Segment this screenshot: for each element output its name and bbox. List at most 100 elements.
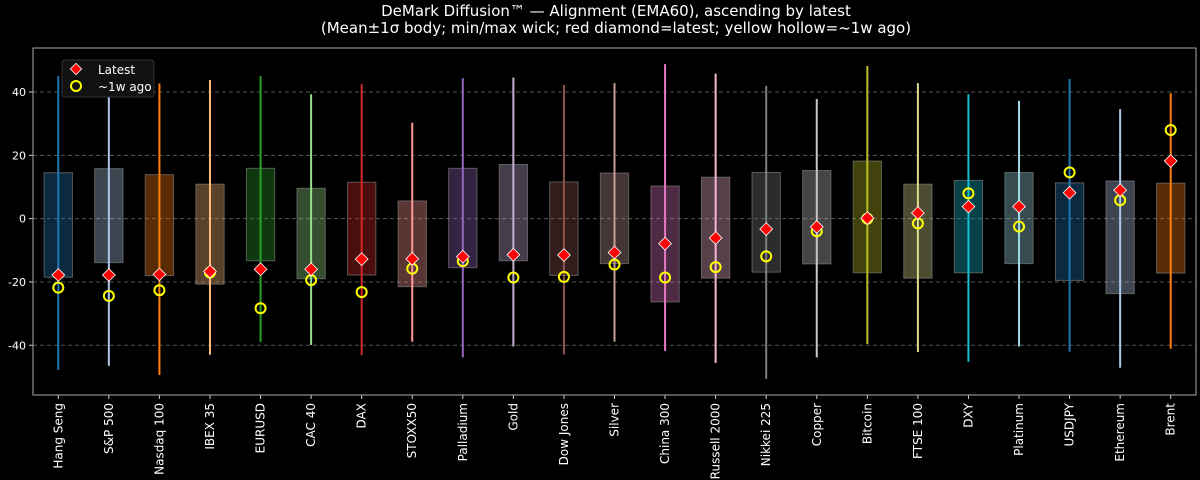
- y-tick-label: 20: [12, 149, 26, 162]
- week-ago-marker: [1063, 166, 1076, 179]
- x-tick-label: CAC 40: [304, 403, 318, 447]
- week-ago-marker: [709, 261, 722, 274]
- x-tick-label: Copper: [810, 403, 824, 446]
- legend-latest-label: Latest: [98, 63, 135, 77]
- asset-group: [599, 83, 630, 342]
- asset-group: [245, 76, 276, 343]
- week-ago-marker: [1164, 124, 1177, 137]
- x-tick-label: Ethereum: [1113, 403, 1127, 462]
- asset-group: [498, 77, 529, 347]
- x-tick-label: Gold: [506, 403, 520, 431]
- asset-group: [144, 83, 175, 376]
- latest-marker: [1012, 199, 1026, 214]
- week-ago-marker: [507, 271, 520, 284]
- latest-marker: [1113, 183, 1128, 198]
- week-ago-marker: [962, 187, 975, 200]
- latest-marker: [354, 252, 369, 267]
- latest-marker: [910, 206, 925, 220]
- plot-marks: [43, 64, 1186, 379]
- x-tick-label: DXY: [961, 402, 975, 427]
- legend-latest-icon: [69, 62, 83, 76]
- asset-group: [448, 78, 478, 358]
- latest-marker: [557, 248, 571, 262]
- asset-group: [650, 64, 680, 351]
- latest-marker: [506, 247, 521, 262]
- asset-group: [549, 85, 579, 355]
- x-tick-label: IBEX 35: [203, 403, 217, 450]
- week-ago-marker: [254, 302, 267, 315]
- week-ago-marker: [760, 250, 773, 263]
- x-tick-label: USDJPY: [1063, 402, 1077, 446]
- x-tick-label: Nikkei 225: [759, 403, 773, 466]
- asset-group: [751, 85, 781, 379]
- x-tick-label: Silver: [608, 403, 622, 437]
- legend-week-ago-label: ~1w ago: [98, 80, 152, 94]
- x-tick-label: S&P 500: [102, 403, 116, 454]
- latest-marker: [809, 219, 824, 234]
- latest-marker: [1062, 185, 1077, 200]
- x-tick-label: Bitcoin: [860, 403, 874, 444]
- asset-group: [1156, 93, 1186, 349]
- chart-title: DeMark Diffusion™ — Alignment (EMA60), a…: [381, 2, 851, 20]
- x-tick-label: Platinum: [1012, 403, 1026, 456]
- chart-subtitle: (Mean±1σ body; min/max wick; red diamond…: [321, 19, 911, 37]
- x-tick-label: Nasdaq 100: [152, 403, 166, 475]
- week-ago-marker: [355, 286, 368, 299]
- asset-group: [1004, 100, 1034, 347]
- plot-frame: [32, 47, 1197, 396]
- asset-group: [94, 78, 124, 366]
- x-tick-label: Palladium: [456, 403, 470, 461]
- asset-group: [852, 66, 882, 345]
- week-ago-marker: [557, 270, 570, 283]
- week-ago-marker: [1013, 220, 1026, 233]
- x-tick-label: STOXX50: [405, 403, 419, 458]
- week-ago-marker: [52, 281, 65, 294]
- x-tick-label: Dow Jones: [557, 403, 571, 465]
- x-tick-label: Brent: [1164, 403, 1178, 436]
- week-ago-marker: [608, 258, 621, 271]
- asset-group: [347, 84, 377, 356]
- x-tick-label: China 300: [658, 403, 672, 464]
- legend-box: [61, 59, 155, 98]
- asset-group: [1054, 79, 1085, 352]
- asset-group: [700, 73, 731, 364]
- asset-group: [953, 94, 984, 362]
- latest-marker: [658, 236, 672, 251]
- x-axis: Hang Seng S&P 500 Nasdaq 100 IBEX 35 EURUSD C…: [51, 395, 1178, 479]
- x-tick-label: EURUSD: [254, 403, 268, 453]
- y-axis: -40 -20 0 20 40: [8, 86, 33, 352]
- y-tick-label: -40: [8, 339, 26, 352]
- latest-marker: [203, 264, 217, 279]
- asset-group: [195, 79, 225, 355]
- week-ago-marker: [102, 289, 115, 302]
- y-tick-label: -20: [8, 276, 26, 289]
- asset-group: [903, 83, 933, 352]
- y-tick-label: 40: [12, 86, 26, 99]
- latest-marker: [860, 211, 875, 225]
- latest-marker: [101, 268, 116, 282]
- legend: Latest ~1w ago: [61, 59, 155, 98]
- latest-marker: [253, 262, 268, 277]
- legend-week-ago-icon: [70, 80, 82, 92]
- y-tick-label: 0: [19, 213, 26, 226]
- latest-marker: [51, 268, 66, 282]
- asset-group: [397, 122, 427, 342]
- latest-marker: [708, 231, 723, 245]
- latest-marker: [405, 251, 420, 266]
- asset-group: [802, 98, 832, 358]
- x-tick-label: FTSE 100: [911, 403, 925, 459]
- latest-marker: [152, 267, 167, 282]
- latest-marker: [759, 222, 774, 237]
- latest-marker: [607, 245, 622, 260]
- week-ago-marker: [153, 284, 166, 297]
- latest-marker: [1163, 154, 1178, 168]
- x-tick-label: Russell 2000: [709, 403, 723, 479]
- week-ago-marker: [659, 271, 672, 284]
- x-tick-label: DAX: [355, 403, 369, 428]
- asset-group: [1105, 109, 1135, 368]
- latest-marker: [304, 262, 319, 277]
- x-tick-label: Hang Seng: [51, 403, 65, 469]
- asset-group: [296, 94, 326, 345]
- latest-marker: [455, 249, 470, 264]
